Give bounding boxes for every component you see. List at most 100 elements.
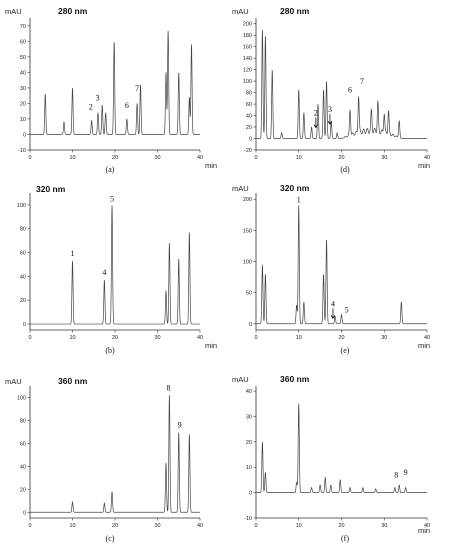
peak-label: 7 — [360, 77, 364, 86]
x-tick-label: 20 — [112, 155, 118, 161]
y-tick-label: 0 — [23, 132, 26, 138]
x-axis-unit: min — [205, 341, 217, 350]
wavelength-label: 320 nm — [36, 184, 66, 194]
y-tick-label: 0 — [249, 137, 252, 143]
peak-label: 2 — [314, 109, 318, 118]
y-tick-label: 140 — [243, 56, 252, 62]
peak-label: 1 — [71, 249, 75, 258]
wavelength-label: 360 nm — [58, 376, 88, 386]
y-tick-label: -10 — [244, 516, 252, 522]
x-axis-unit: min — [205, 161, 217, 170]
y-tick-label: 20 — [20, 101, 26, 107]
x-tick-label: 40 — [424, 335, 430, 341]
y-tick-label: -20 — [244, 148, 252, 154]
x-tick-label: 0 — [254, 523, 257, 529]
chromatogram-trace — [30, 395, 200, 513]
peak-label: 1 — [297, 195, 301, 204]
x-tick-label: 30 — [154, 523, 160, 529]
y-tick-label: 200 — [243, 22, 252, 28]
y-tick-label: 20 — [246, 125, 252, 131]
y-tick-label: 40 — [246, 389, 252, 395]
x-tick-label: 30 — [154, 155, 160, 161]
panel-label: (e) — [341, 346, 350, 355]
y-tick-label: -10 — [18, 148, 26, 154]
y-tick-label: 200 — [243, 197, 252, 203]
wavelength-label: 320 nm — [280, 183, 310, 193]
y-tick-label: 150 — [243, 228, 252, 234]
chart-panel: 0 50 100 150 200 0 10 20 30 40 1 4 5 mAU min 320 nm (e) — [232, 183, 430, 355]
x-tick-label: 30 — [381, 335, 387, 341]
peak-label: 9 — [178, 420, 182, 429]
y-tick-label: 0 — [23, 322, 26, 328]
x-axis-unit: min — [418, 341, 430, 350]
x-tick-label: 20 — [338, 335, 344, 341]
peak-arrow-head — [327, 120, 333, 125]
y-tick-label: 180 — [243, 33, 252, 39]
y-tick-label: 40 — [20, 274, 26, 280]
x-tick-label: 10 — [69, 335, 75, 341]
peak-label: 8 — [167, 384, 171, 393]
x-tick-label: 30 — [381, 155, 387, 161]
peak-label: 3 — [96, 93, 100, 102]
y-tick-label: 60 — [20, 39, 26, 45]
y-tick-label: 100 — [243, 260, 252, 266]
y-tick-label: 80 — [246, 91, 252, 97]
wavelength-label: 280 nm — [280, 6, 310, 16]
y-tick-label: 100 — [243, 79, 252, 85]
x-tick-label: 20 — [338, 155, 344, 161]
y-tick-label: 120 — [243, 68, 252, 74]
y-tick-label: 50 — [20, 55, 26, 61]
x-tick-label: 30 — [154, 335, 160, 341]
wavelength-label: 280 nm — [58, 6, 88, 16]
peak-label: 6 — [125, 101, 129, 110]
chart-panel: 0 20 40 60 80 100 0 10 20 30 40 8 9 mAU 360 nm (c) — [5, 376, 203, 543]
panel-label: (b) — [105, 346, 115, 355]
x-tick-label: 10 — [296, 523, 302, 529]
x-tick-label: 10 — [69, 155, 75, 161]
peak-label: 6 — [348, 86, 352, 95]
chromatogram-trace — [256, 205, 427, 325]
y-tick-label: 80 — [20, 418, 26, 424]
chromatogram-trace — [30, 30, 200, 135]
peak-label: 8 — [394, 470, 398, 479]
y-tick-label: 0 — [249, 491, 252, 497]
x-tick-label: 20 — [112, 335, 118, 341]
peak-label: 5 — [110, 194, 114, 203]
chromatogram-trace — [256, 29, 427, 139]
y-tick-label: 30 — [20, 86, 26, 92]
panel-label: (d) — [340, 165, 350, 174]
y-tick-label: 10 — [20, 117, 26, 123]
x-tick-label: 10 — [69, 523, 75, 529]
y-tick-label: 60 — [20, 441, 26, 447]
chart-panel: 0 20 40 60 80 100 0 10 20 30 40 1 4 5 min 320 nm (b) — [17, 184, 217, 355]
y-axis-unit: mAU — [232, 184, 249, 193]
x-tick-label: 0 — [28, 335, 31, 341]
peak-label: 5 — [345, 306, 349, 315]
y-tick-label: 70 — [20, 24, 26, 30]
y-axis-unit: mAU — [232, 7, 249, 16]
y-tick-label: 30 — [246, 414, 252, 420]
chromatogram-trace — [256, 403, 427, 493]
peak-label: 2 — [89, 103, 93, 112]
y-tick-label: 100 — [17, 203, 26, 209]
x-tick-label: 10 — [296, 335, 302, 341]
peak-label: 4 — [102, 268, 106, 277]
peak-label: 3 — [328, 105, 332, 114]
x-tick-label: 40 — [197, 155, 203, 161]
peak-arrow-head — [313, 124, 319, 129]
x-tick-label: 40 — [424, 523, 430, 529]
x-tick-label: 20 — [112, 523, 118, 529]
y-tick-label: 160 — [243, 45, 252, 51]
y-axis-unit: mAU — [5, 7, 22, 16]
y-tick-label: 40 — [20, 70, 26, 76]
x-tick-label: 40 — [197, 523, 203, 529]
x-tick-label: 0 — [28, 155, 31, 161]
panel-label: (a) — [106, 165, 115, 174]
y-tick-label: 40 — [20, 464, 26, 470]
x-tick-label: 10 — [296, 155, 302, 161]
y-tick-label: 20 — [20, 298, 26, 304]
peak-arrow-head — [330, 315, 336, 320]
y-tick-label: 0 — [23, 510, 26, 516]
